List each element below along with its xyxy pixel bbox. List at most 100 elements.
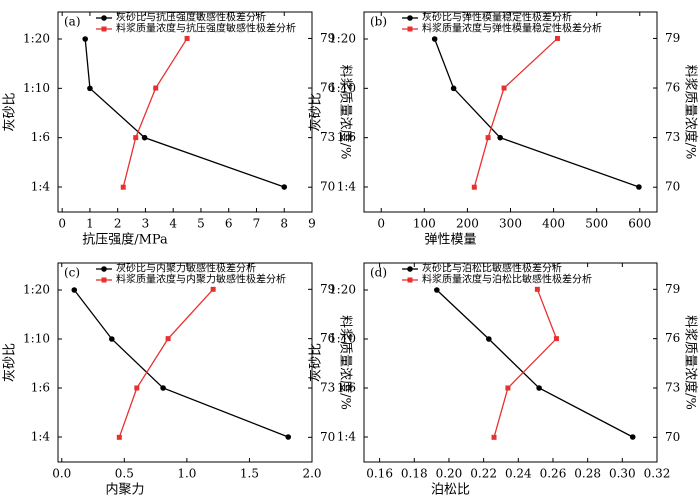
series-line: [434, 38, 640, 188]
series-line: [122, 38, 188, 188]
series-line: [118, 288, 214, 438]
data-point: [434, 287, 440, 293]
x-tick-label: 4: [169, 217, 177, 231]
data-point: [491, 434, 497, 440]
data-point: [431, 36, 438, 42]
x-tick-label: 0.18: [401, 467, 428, 481]
y2-tick-label: 76: [665, 331, 680, 345]
x-tick-label: 0.32: [644, 467, 671, 481]
y2-tick-label: 79: [665, 282, 680, 296]
x-tick-label: 0.26: [540, 467, 567, 481]
y-axis-title: 灰砂比: [309, 92, 324, 131]
x-axis-title: 内聚力: [105, 482, 144, 498]
y-tick-label: 1:4: [31, 180, 51, 194]
y2-tick-label: 70: [665, 180, 680, 194]
y-tick-label: 1:4: [337, 180, 357, 194]
y-tick-label: 1:20: [329, 32, 356, 46]
series-line: [84, 38, 285, 188]
x-tick-label: 100: [413, 217, 436, 231]
x-tick-label: 8: [280, 217, 288, 231]
x-tick-label: 0: [377, 217, 385, 231]
x-tick-label: 600: [628, 217, 651, 231]
data-point: [281, 184, 288, 190]
data-point: [536, 385, 542, 391]
y-axis-title: 灰砂比: [3, 343, 18, 382]
x-tick-label: 6: [225, 217, 233, 231]
data-point: [450, 85, 457, 92]
y2-tick-label: 79: [665, 31, 680, 45]
y-tick-label: 1:10: [329, 332, 356, 346]
plot-frame: [363, 11, 658, 213]
data-point: [534, 286, 540, 292]
legend-marker: [407, 26, 413, 32]
data-point: [636, 184, 642, 190]
data-point: [141, 134, 148, 141]
legend-marker: [101, 277, 107, 283]
data-point: [629, 434, 636, 440]
x-tick-label: 300: [499, 217, 522, 231]
x-tick-label: 400: [542, 217, 565, 231]
legend-label: 灰砂比与内聚力敏感性极差分析: [116, 262, 256, 275]
data-point: [153, 85, 159, 91]
y-axis-title: 灰砂比: [309, 343, 324, 382]
plot-frame: [363, 262, 658, 463]
legend-marker: [407, 277, 413, 283]
x-axis-title: 抗压强度/MPa: [82, 232, 168, 248]
x-tick-label: 0.24: [505, 467, 532, 481]
data-point: [471, 184, 477, 190]
y-tick-label: 1:6: [337, 381, 356, 395]
y2-tick-label: 79: [320, 31, 335, 45]
x-tick-label: 200: [456, 217, 479, 231]
x-tick-label: 0.20: [436, 467, 463, 481]
x-tick-label: 0: [58, 217, 66, 231]
x-tick-label: 0.30: [609, 467, 636, 481]
y2-tick-label: 73: [665, 130, 680, 144]
y2-tick-label: 70: [320, 180, 335, 194]
legend-label: 料浆质量浓度与抗压强度敏感性极差分析: [116, 22, 296, 35]
data-point: [134, 385, 140, 391]
x-tick-label: 5: [197, 217, 205, 231]
data-point: [160, 385, 166, 391]
y2-tick-label: 79: [320, 282, 335, 296]
y-tick-label: 1:6: [31, 130, 50, 144]
x-tick-label: 0.5: [115, 467, 134, 481]
x-tick-label: 7: [253, 217, 261, 231]
legend-marker: [101, 266, 107, 272]
x-tick-label: 0.0: [52, 467, 71, 481]
y-tick-label: 1:10: [23, 332, 50, 346]
y-tick-label: 1:6: [31, 381, 50, 395]
y2-axis-title: 料浆质量浓度/%: [338, 315, 354, 410]
y2-axis-title: 料浆质量浓度/%: [338, 65, 354, 160]
y-tick-label: 1:20: [23, 32, 50, 46]
panel-label: (c): [64, 266, 80, 280]
legend-marker: [101, 15, 107, 21]
legend-marker: [407, 266, 413, 272]
y-tick-label: 1:4: [31, 430, 51, 444]
x-tick-label: 0.22: [470, 467, 497, 481]
legend-label: 料浆质量浓度与泊松比敏感性极差分析: [422, 273, 592, 286]
data-point: [71, 287, 78, 293]
data-point: [133, 135, 139, 141]
x-tick-label: 2: [114, 217, 122, 231]
data-point: [184, 35, 190, 41]
y-tick-label: 1:20: [329, 283, 356, 297]
data-point: [87, 85, 93, 92]
y2-tick-label: 76: [665, 81, 680, 95]
legend-label: 料浆质量浓度与弹性模量稳定性极差分析: [422, 22, 602, 35]
y-axis-title: 灰砂比: [3, 92, 18, 131]
data-point: [486, 336, 492, 342]
data-point: [553, 336, 559, 342]
x-tick-label: 500: [585, 217, 608, 231]
series-line: [73, 289, 289, 438]
y2-tick-label: 73: [665, 380, 680, 394]
x-axis-title: 弹性模量: [424, 233, 476, 248]
x-tick-label: 9: [308, 217, 316, 231]
x-tick-label: 1.5: [240, 467, 259, 481]
x-axis-title: 泊松比: [431, 483, 470, 498]
y2-tick-label: 76: [320, 81, 335, 95]
series-line: [473, 37, 558, 188]
y-tick-label: 1:4: [337, 430, 357, 444]
x-tick-label: 3: [142, 217, 150, 231]
plot-frame: [57, 11, 313, 213]
